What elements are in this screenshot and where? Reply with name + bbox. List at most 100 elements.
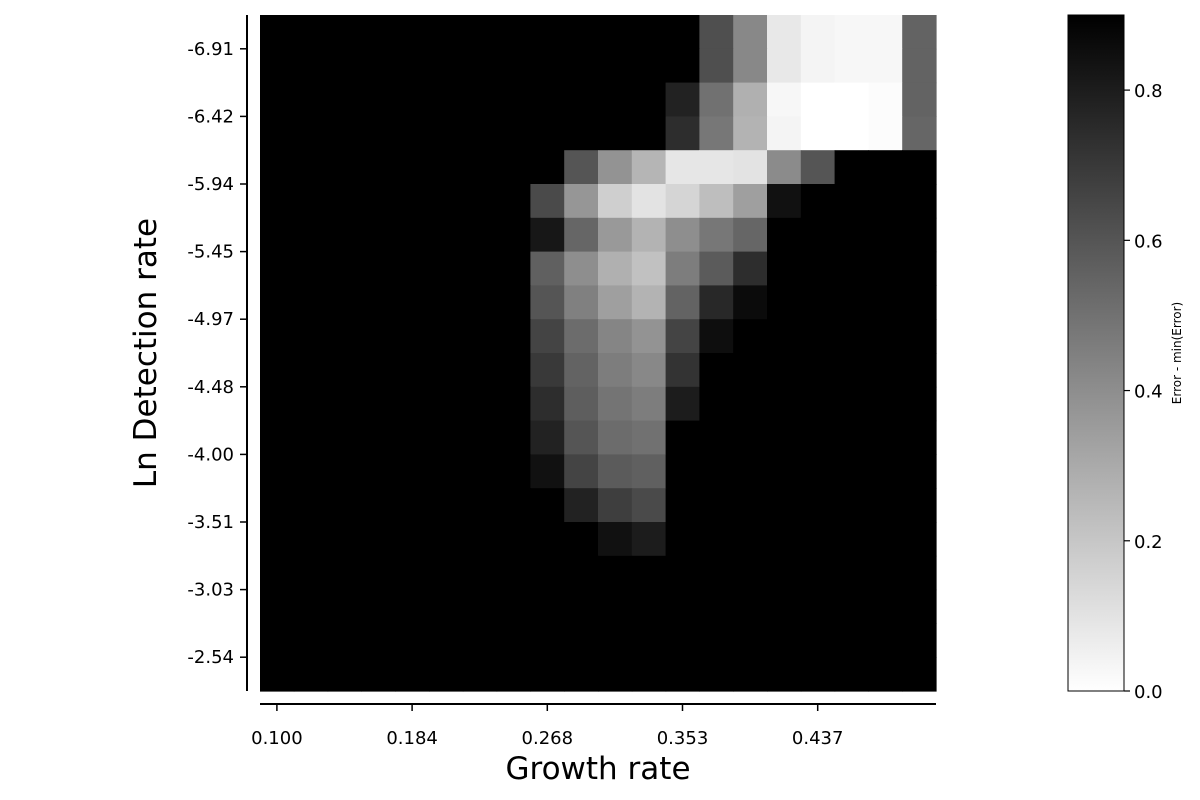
heatmap-cell xyxy=(564,420,599,455)
heatmap-cell xyxy=(395,555,430,591)
heatmap-cell xyxy=(868,184,903,219)
y-tick-label: -4.97 xyxy=(187,309,234,330)
heatmap-cell xyxy=(429,522,464,557)
heatmap-cell xyxy=(800,386,836,422)
heatmap-cell xyxy=(767,285,802,320)
heatmap-cell xyxy=(868,15,903,50)
heatmap-cell xyxy=(665,420,700,455)
heatmap-cell xyxy=(395,184,430,219)
heatmap-cell xyxy=(530,319,565,354)
heatmap-cell xyxy=(462,82,498,117)
heatmap-cell xyxy=(395,353,430,388)
heatmap-cell xyxy=(395,454,430,489)
heatmap-cell xyxy=(496,82,531,117)
heatmap-cell xyxy=(462,454,498,489)
heatmap-cell xyxy=(733,285,768,320)
heatmap-cell xyxy=(260,15,295,50)
heatmap-cell xyxy=(733,353,768,388)
heatmap-cell xyxy=(902,251,937,286)
heatmap-cell xyxy=(429,623,464,658)
heatmap-cell xyxy=(902,353,937,388)
heatmap-cell xyxy=(361,657,396,692)
heatmap-cell xyxy=(564,522,599,557)
heatmap-cell xyxy=(767,454,802,489)
heatmap-cell xyxy=(631,184,667,219)
heatmap-cell xyxy=(631,150,667,185)
heatmap-cell xyxy=(496,420,531,455)
heatmap-cell xyxy=(598,319,633,354)
heatmap-cell xyxy=(800,48,836,84)
heatmap-cell xyxy=(327,420,362,455)
y-tick-label: -3.51 xyxy=(187,512,234,533)
heatmap-cell xyxy=(834,488,869,523)
heatmap-cell xyxy=(530,150,565,185)
heatmap-cell xyxy=(902,150,937,185)
heatmap-cell xyxy=(293,116,329,151)
heatmap-cell xyxy=(665,48,700,84)
colorbar-tick-label: 0.8 xyxy=(1134,81,1163,102)
heatmap-cell xyxy=(462,15,498,50)
heatmap-cell xyxy=(733,48,768,84)
heatmap-cell xyxy=(699,48,734,84)
heatmap-cell xyxy=(395,319,430,354)
heatmap-cell xyxy=(327,251,362,286)
heatmap-cell xyxy=(598,386,633,422)
heatmap-cell xyxy=(631,657,667,692)
heatmap-cell xyxy=(429,420,464,455)
heatmap-cell xyxy=(800,82,836,117)
heatmap-cell xyxy=(496,386,531,422)
heatmap-cell xyxy=(902,623,937,658)
heatmap-cell xyxy=(834,82,869,117)
heatmap-cell xyxy=(598,454,633,489)
heatmap-cell xyxy=(800,657,836,692)
heatmap-cell xyxy=(530,522,565,557)
heatmap-cell xyxy=(598,420,633,455)
heatmap-cell xyxy=(462,522,498,557)
heatmap-cell xyxy=(293,522,329,557)
y-tick-label: -4.00 xyxy=(187,444,234,465)
colorbar-tick-label: 0.2 xyxy=(1134,532,1163,553)
heatmap-cell xyxy=(293,555,329,591)
heatmap-cell xyxy=(496,454,531,489)
y-tick-label: -3.03 xyxy=(187,580,234,601)
heatmap-cell xyxy=(564,319,599,354)
heatmap-cell xyxy=(260,184,295,219)
heatmap-cell xyxy=(800,251,836,286)
heatmap-cell xyxy=(293,48,329,84)
heatmap-cell xyxy=(834,657,869,692)
heatmap-cell xyxy=(429,116,464,151)
heatmap-cell xyxy=(530,657,565,692)
heatmap-cell xyxy=(564,116,599,151)
heatmap-cell xyxy=(361,319,396,354)
colorbar-tick-label: 0.6 xyxy=(1134,231,1163,252)
heatmap-cell xyxy=(868,623,903,658)
heatmap-cell xyxy=(361,522,396,557)
heatmap-cell xyxy=(834,285,869,320)
heatmap-cell xyxy=(530,353,565,388)
heatmap-cell xyxy=(631,555,667,591)
x-tick-label: 0.353 xyxy=(657,728,709,749)
heatmap-cell xyxy=(665,82,700,117)
heatmap-cell xyxy=(564,657,599,692)
colorbar-ticks: 0.0 0.2 0.4 0.6 0.8 xyxy=(1124,81,1163,703)
heatmap-cell xyxy=(462,150,498,185)
heatmap-cell xyxy=(834,15,869,50)
heatmap-cell xyxy=(699,522,734,557)
heatmap-cell xyxy=(564,454,599,489)
heatmap-cell xyxy=(699,623,734,658)
heatmap-cell xyxy=(361,285,396,320)
heatmap-cell xyxy=(699,589,734,624)
y-tick-label: -2.54 xyxy=(187,647,234,668)
heatmap-cell xyxy=(902,420,937,455)
heatmap-cell xyxy=(631,386,667,422)
heatmap-cell xyxy=(327,488,362,523)
heatmap-cell xyxy=(530,420,565,455)
heatmap-cell xyxy=(868,555,903,591)
heatmap-cell xyxy=(868,48,903,84)
heatmap-cell xyxy=(631,623,667,658)
heatmap-cell xyxy=(868,82,903,117)
heatmap-cell xyxy=(361,589,396,624)
heatmap-cell xyxy=(631,285,667,320)
heatmap-cell xyxy=(260,319,295,354)
heatmap-cell xyxy=(598,522,633,557)
